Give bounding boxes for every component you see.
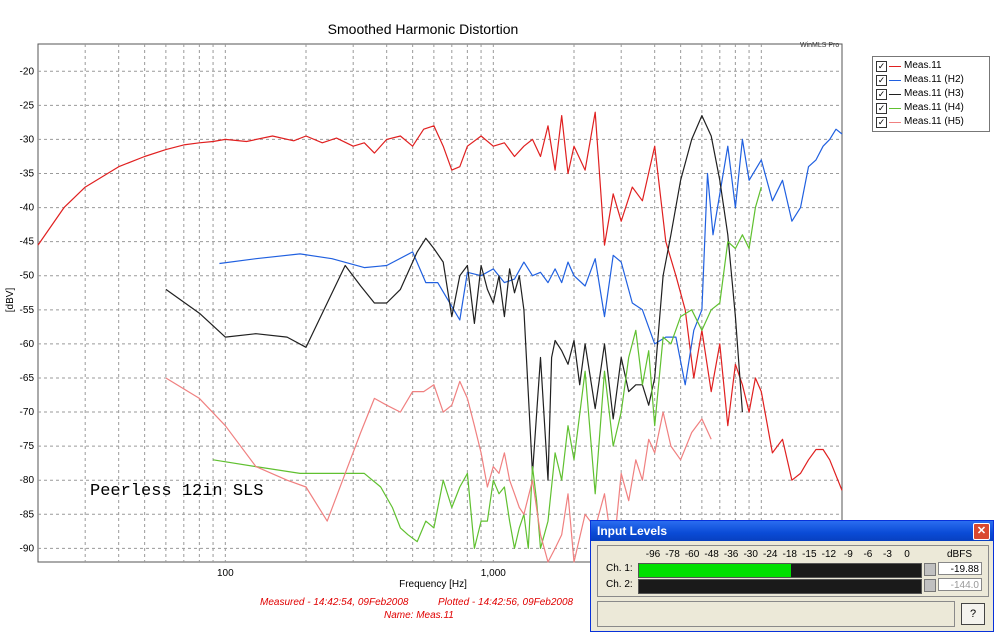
y-tick-label: -60 bbox=[20, 339, 35, 350]
chart-title: Smoothed Harmonic Distortion bbox=[328, 21, 519, 37]
dialog-titlebar[interactable]: Input Levels ✕ bbox=[591, 521, 993, 541]
series-line bbox=[165, 377, 712, 563]
legend-checkbox[interactable]: ✓ bbox=[876, 61, 887, 72]
legend-item[interactable]: ✓ Meas.11 (H4) bbox=[876, 102, 988, 115]
peak-indicator bbox=[924, 563, 936, 576]
scale-label: -48 bbox=[704, 549, 719, 560]
legend-item[interactable]: ✓ Meas.11 (H5) bbox=[876, 116, 988, 129]
y-tick-label: -80 bbox=[20, 475, 35, 486]
footer-timestamps: Measured - 14:42:54, 09Feb2008 Plotted -… bbox=[260, 597, 573, 608]
scale-label: -96 bbox=[645, 549, 661, 560]
measured-time: Measured - 14:42:54, 09Feb2008 bbox=[260, 597, 409, 608]
y-axis-label: [dBV] bbox=[5, 288, 16, 313]
x-tick-label: 100 bbox=[217, 568, 234, 579]
legend-checkbox[interactable]: ✓ bbox=[876, 117, 887, 128]
legend-checkbox[interactable]: ✓ bbox=[876, 89, 887, 100]
y-tick-label: -20 bbox=[20, 66, 35, 77]
legend-checkbox[interactable]: ✓ bbox=[876, 75, 887, 86]
scale-label: -30 bbox=[743, 549, 758, 560]
scale-label: -78 bbox=[665, 549, 680, 560]
scale-label: -6 bbox=[863, 549, 873, 560]
legend-label: Meas.11 (H4) bbox=[904, 102, 964, 113]
series-line bbox=[219, 128, 843, 386]
y-tick-label: -40 bbox=[20, 203, 35, 214]
channel-label: Ch. 2: bbox=[606, 579, 633, 590]
meter-fill bbox=[639, 564, 792, 577]
dialog-title: Input Levels bbox=[597, 524, 668, 538]
legend-swatch bbox=[889, 122, 901, 123]
legend-swatch bbox=[889, 66, 901, 67]
input-levels-dialog: Input Levels ✕ -96 -78 -60 -48 -36 -30 -24 -18-… bbox=[590, 520, 994, 632]
unit-label: dBFS bbox=[947, 549, 973, 560]
tick-labels: -20 -25 -30 -35 -40 -45 -50 -55 -60 -65 -70 -75 -80 -… bbox=[20, 66, 507, 579]
close-icon[interactable]: ✕ bbox=[973, 523, 990, 540]
x-tick-label: 1,000 bbox=[481, 568, 506, 579]
peak-indicator bbox=[924, 579, 936, 592]
legend-swatch bbox=[889, 108, 901, 109]
channel-meter bbox=[638, 579, 922, 594]
scale-label: -36 bbox=[723, 549, 739, 560]
channel-label: Ch. 1: bbox=[606, 563, 633, 574]
series-lines bbox=[37, 111, 843, 563]
legend-label: Meas.11 (H5) bbox=[904, 116, 964, 127]
y-tick-label: -45 bbox=[20, 237, 35, 248]
legend-label: Meas.11 (H2) bbox=[904, 74, 964, 85]
series-line bbox=[37, 111, 843, 491]
help-button[interactable]: ? bbox=[961, 603, 985, 625]
scale-label: -24 bbox=[762, 549, 778, 560]
y-tick-label: -85 bbox=[20, 509, 35, 520]
status-area bbox=[597, 601, 955, 627]
y-tick-label: -35 bbox=[20, 169, 35, 180]
series-line bbox=[213, 186, 762, 550]
plotted-time: Plotted - 14:42:56, 09Feb2008 bbox=[438, 597, 574, 608]
level-meter-panel: -96 -78 -60 -48 -36 -30 -24 -18 -15 -12 -9 -6 -3 0 dB… bbox=[597, 545, 989, 597]
y-tick-label: -30 bbox=[20, 134, 35, 145]
scale-label: -3 bbox=[883, 549, 892, 560]
y-tick-label: -75 bbox=[20, 441, 35, 452]
scale-label: -12 bbox=[821, 549, 837, 560]
legend-item[interactable]: ✓ Meas.11 (H3) bbox=[876, 88, 988, 101]
y-tick-label: -65 bbox=[20, 373, 35, 384]
x-axis-label: Frequency [Hz] bbox=[399, 579, 467, 590]
legend-swatch bbox=[889, 94, 901, 95]
legend-label: Meas.11 bbox=[904, 60, 942, 71]
legend-item[interactable]: ✓ Meas.11 (H2) bbox=[876, 74, 988, 87]
y-tick-label: -90 bbox=[20, 543, 35, 554]
chart-annotation: Peerless 12in SLS bbox=[90, 482, 264, 501]
y-tick-label: -50 bbox=[20, 271, 35, 282]
watermark: WinMLS Pro bbox=[800, 42, 840, 49]
legend-item[interactable]: ✓ Meas.11 bbox=[876, 60, 988, 73]
series-line bbox=[165, 114, 743, 481]
y-tick-label: -55 bbox=[20, 305, 35, 316]
measurement-name: Name: Meas.11 bbox=[384, 610, 454, 621]
legend-swatch bbox=[889, 80, 901, 81]
legend: ✓ Meas.11 ✓ Meas.11 (H2) ✓ Meas.11 (H3) … bbox=[872, 56, 990, 132]
legend-checkbox[interactable]: ✓ bbox=[876, 103, 887, 114]
scale-label: -60 bbox=[684, 549, 700, 560]
y-tick-label: -25 bbox=[20, 100, 35, 111]
scale-label: 0 bbox=[904, 549, 910, 560]
scale-label: -15 bbox=[802, 549, 817, 560]
channel-value: -19.88 bbox=[938, 562, 982, 575]
scale-label: -9 bbox=[843, 549, 853, 560]
legend-label: Meas.11 (H3) bbox=[904, 88, 964, 99]
y-tick-label: -70 bbox=[20, 407, 35, 418]
channel-value: -144.0 bbox=[938, 578, 982, 591]
scale-label: -18 bbox=[782, 549, 797, 560]
channel-meter bbox=[638, 563, 922, 578]
